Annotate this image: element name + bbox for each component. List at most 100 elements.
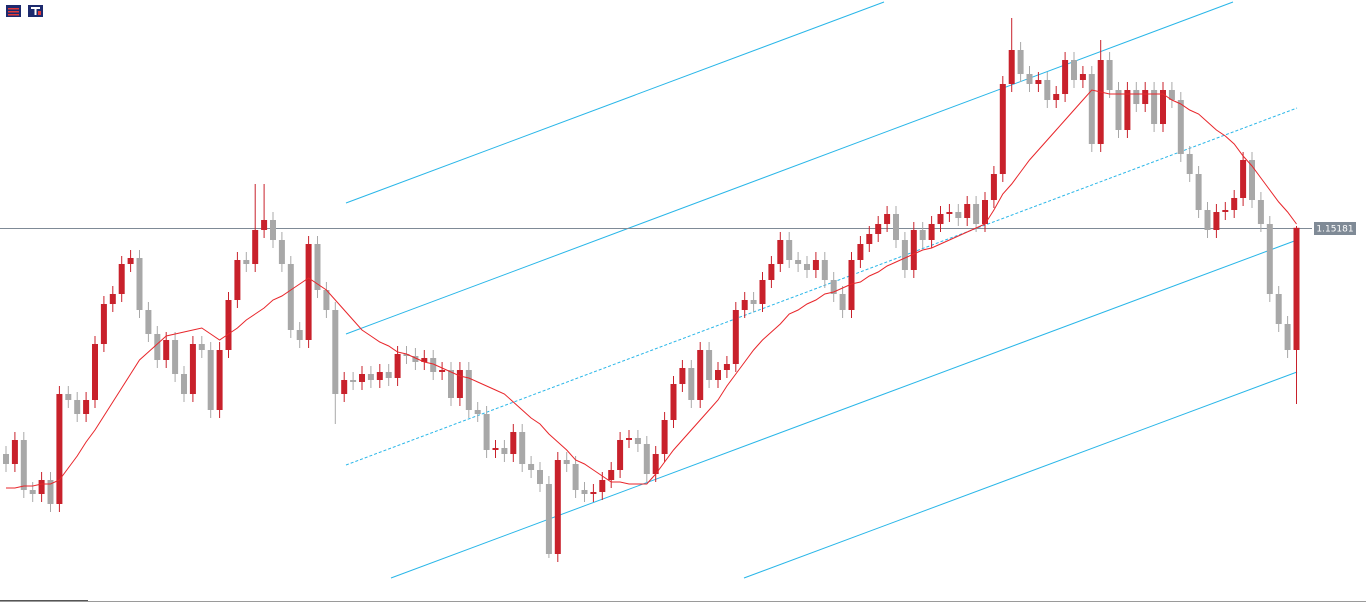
candle-body	[225, 300, 232, 350]
channel-line	[390, 239, 1298, 579]
candle-body	[1124, 90, 1131, 130]
candle-body	[1044, 80, 1051, 100]
moving-average	[6, 89, 1297, 489]
candle-body	[875, 224, 882, 234]
candle-body	[955, 212, 962, 218]
candle-body	[572, 464, 579, 490]
candle-body	[901, 240, 908, 270]
candle-body	[20, 440, 27, 490]
candle-body	[510, 432, 517, 454]
candle-body	[421, 358, 428, 362]
candle-body	[723, 364, 730, 370]
candle-body	[1151, 90, 1158, 124]
channel-line	[743, 371, 1298, 579]
candle-body	[29, 490, 36, 494]
candle-body	[893, 214, 899, 240]
candle-body	[189, 344, 196, 394]
candle-body	[216, 350, 223, 410]
candle-body	[1088, 74, 1095, 144]
candle-body	[848, 260, 855, 310]
candle-body	[519, 432, 526, 464]
candle-body	[768, 264, 775, 280]
candles	[3, 18, 1300, 562]
candle-body	[804, 264, 810, 270]
icon-glyph	[38, 11, 41, 15]
candle-body	[563, 460, 570, 464]
candle-body	[1008, 50, 1015, 84]
candle-body	[448, 370, 454, 398]
toolbar-icons	[6, 5, 43, 17]
candle-body	[243, 260, 250, 264]
candle-body	[359, 374, 365, 382]
candle-body	[732, 310, 739, 364]
candle-body	[1026, 74, 1033, 84]
candle-body	[1231, 198, 1238, 210]
candle-body	[1249, 160, 1255, 200]
candle-body	[1115, 90, 1122, 130]
candle-body	[839, 294, 846, 310]
candle-body	[341, 380, 348, 394]
candle-body	[670, 384, 677, 420]
candle-body	[777, 240, 784, 264]
candle-body	[545, 484, 552, 554]
candle-body	[741, 300, 748, 310]
candle-body	[634, 438, 641, 444]
candle-body	[278, 240, 285, 264]
candle-body	[1079, 74, 1086, 80]
candle-body	[501, 448, 508, 454]
candle-body	[465, 370, 472, 410]
candle-body	[1106, 60, 1113, 90]
candle-body	[1275, 294, 1282, 324]
candle-body	[1071, 60, 1077, 80]
candle-body	[919, 230, 926, 240]
channel-line	[345, 1, 885, 204]
candle-body	[990, 174, 997, 200]
candle-body	[163, 340, 170, 360]
candle-body	[394, 354, 401, 378]
candle-body	[83, 400, 90, 414]
candle-body	[38, 480, 45, 494]
candle-body	[296, 330, 303, 340]
candle-body	[439, 370, 446, 372]
candle-body	[1142, 90, 1149, 104]
candle-body	[1168, 90, 1175, 100]
candle-body	[1186, 154, 1193, 174]
candle-body	[65, 394, 72, 400]
icon-glyph	[31, 7, 40, 15]
candle-body	[581, 490, 588, 494]
candle-body	[3, 454, 9, 464]
candle-body	[1213, 212, 1220, 230]
candle-body	[1097, 60, 1104, 144]
candle-body	[332, 310, 339, 394]
candle-body	[937, 214, 944, 224]
candle-body	[287, 264, 294, 330]
candle-body	[100, 304, 107, 344]
candle-body	[483, 414, 490, 450]
candle-body	[154, 334, 161, 360]
candle-body	[599, 480, 606, 492]
candle-body	[812, 260, 819, 270]
candle-body	[234, 260, 241, 300]
channel-line	[345, 1, 1234, 335]
candle-body	[323, 290, 330, 310]
candle-body	[385, 372, 392, 378]
candle-body	[964, 204, 971, 218]
candle-body	[403, 354, 410, 356]
candle-body	[376, 372, 383, 380]
candle-body	[982, 200, 988, 224]
icon-stripe	[8, 14, 19, 16]
candle-body	[92, 344, 98, 400]
candle-body	[314, 244, 321, 290]
candle-body	[136, 258, 143, 310]
candle-body	[652, 454, 659, 474]
candle-body	[181, 374, 187, 394]
candle-body	[795, 260, 802, 264]
candle-body	[715, 370, 721, 380]
candle-body	[261, 220, 268, 230]
candle-body	[367, 374, 374, 380]
candle-body	[946, 212, 953, 214]
candle-body	[1177, 100, 1184, 154]
candle-body	[928, 224, 935, 240]
